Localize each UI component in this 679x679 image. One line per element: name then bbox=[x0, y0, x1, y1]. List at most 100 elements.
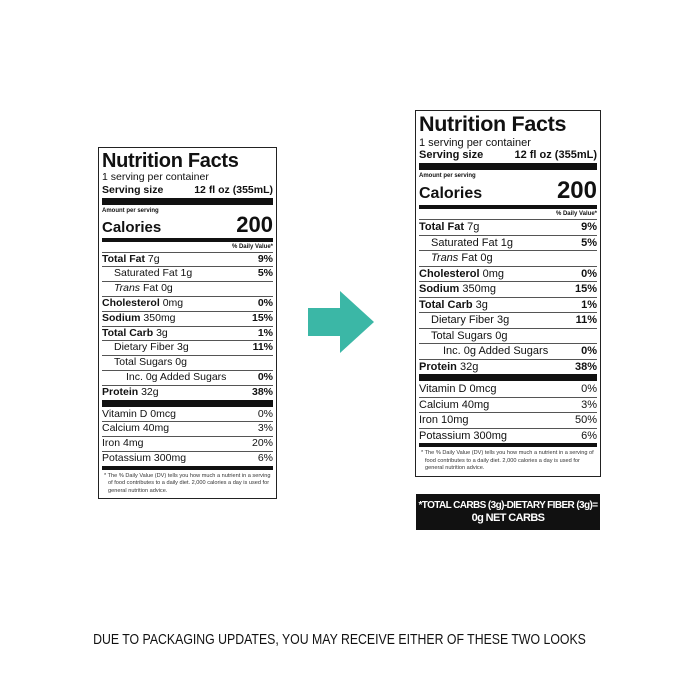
nutrient-name-group: Total Sugars 0g bbox=[431, 329, 507, 344]
nutrient-row: Total Carb 3g 1% bbox=[102, 325, 273, 341]
serving-size: Serving size 12 fl oz (355mL) bbox=[419, 149, 597, 162]
nutrient-name: Dietary Fiber bbox=[431, 314, 494, 327]
nutrient-row: Sodium 350mg 15% bbox=[419, 281, 597, 297]
nutrient-name: Dietary Fiber bbox=[114, 341, 175, 354]
nutrient-row: Protein 32g 38% bbox=[102, 384, 273, 400]
nutrient-name-group: Total Fat 7g bbox=[419, 220, 479, 235]
nutrient-list: Total Fat 7g 9% Saturated Fat 1g 5% Trans Fa… bbox=[102, 251, 273, 400]
nutrient-name-group: Total Carb 3g bbox=[419, 298, 488, 313]
nutrient-amount: 3g bbox=[156, 326, 168, 339]
calories-row: Calories 200 bbox=[419, 179, 597, 203]
nutrient-dv: 1% bbox=[257, 326, 273, 339]
vitamin-name: Vitamin D 0mcg bbox=[419, 383, 497, 396]
nutrient-amount: 0g bbox=[495, 329, 508, 342]
vitamin-name: Vitamin D 0mcg bbox=[102, 407, 176, 420]
serving-size-value: 12 fl oz (355mL) bbox=[194, 183, 273, 196]
nutrient-name: Protein bbox=[419, 360, 457, 373]
nutrient-row: Sodium 350mg 15% bbox=[102, 310, 273, 326]
nutrient-row: Saturated Fat 1g 5% bbox=[419, 234, 597, 251]
nutrient-dv: 0% bbox=[581, 267, 597, 280]
nutrient-amount: 0g bbox=[175, 356, 187, 369]
nutrient-dv: 5% bbox=[257, 267, 273, 280]
nutrient-name-group: Protein 32g bbox=[102, 386, 159, 400]
serving-size-label: Serving size bbox=[419, 148, 484, 161]
vitamin-name: Calcium 40mg bbox=[419, 398, 490, 411]
nutrient-row: Trans Fat 0g bbox=[102, 281, 273, 296]
caption-text: DUE TO PACKAGING UPDATES, YOU MAY RECEIV… bbox=[93, 631, 586, 648]
nutrient-name: Cholesterol bbox=[102, 297, 160, 309]
banner-line: 0g NET CARBS bbox=[471, 512, 545, 524]
nutrient-dv: 38% bbox=[251, 385, 273, 398]
label-title: Nutrition Facts bbox=[102, 150, 239, 172]
vitamin-dv: 3% bbox=[257, 422, 273, 435]
nutrient-amount: 350mg bbox=[462, 283, 497, 296]
nutrient-row: Total Fat 7g 9% bbox=[102, 253, 273, 267]
nutrient-dv: 11% bbox=[252, 341, 273, 354]
nutrient-name-group: Trans Fat 0g bbox=[114, 282, 173, 296]
nutrient-row: Total Fat 7g 9% bbox=[419, 220, 597, 235]
nutrient-amount: 7g bbox=[467, 221, 480, 234]
calories-label: Calories bbox=[102, 218, 162, 236]
nutrient-amount: 1g bbox=[500, 236, 513, 249]
nutrient-row: Inc. 0g Added Sugars 0% bbox=[102, 369, 273, 385]
nutrient-name-group: Saturated Fat 1g bbox=[114, 267, 192, 281]
nutrition-label: Nutrition Facts 1 serving per container Se… bbox=[98, 147, 277, 500]
vitamin-dv: 20% bbox=[251, 437, 273, 450]
nutrient-dv: 0% bbox=[581, 345, 597, 358]
nutrient-row: Dietary Fiber 3g 11% bbox=[102, 340, 273, 355]
nutrient-amount: Fat 0g bbox=[142, 282, 173, 295]
footnote: * The % Daily Value (DV) tells you how m… bbox=[104, 472, 271, 494]
nutrient-row: Saturated Fat 1g 5% bbox=[102, 266, 273, 281]
vitamin-list: Vitamin D 0mcg 0% Calcium 40mg 3% Iron 4mg 20… bbox=[102, 408, 273, 466]
nutrient-name-group: Saturated Fat 1g bbox=[431, 236, 513, 251]
nutrient-name-group: Dietary Fiber 3g bbox=[431, 313, 509, 328]
vitamin-name: Iron 10mg bbox=[419, 414, 469, 427]
nutrient-name: Total Fat bbox=[419, 221, 465, 234]
nutrient-dv: 15% bbox=[251, 311, 273, 324]
nutrient-row: Cholesterol 0mg 0% bbox=[419, 265, 597, 282]
nutrient-row: Total Carb 3g 1% bbox=[419, 296, 597, 313]
nutrient-name: Inc. 0g Added Sugars bbox=[443, 345, 549, 358]
nutrient-name-group: Dietary Fiber 3g bbox=[114, 341, 189, 355]
vitamin-dv: 6% bbox=[581, 429, 597, 442]
nutrient-name-group: Cholesterol 0mg bbox=[419, 267, 504, 282]
nutrient-amount: Fat 0g bbox=[461, 252, 493, 265]
amount-per-serving: Amount per serving bbox=[419, 173, 476, 180]
vitamin-list: Vitamin D 0mcg 0% Calcium 40mg 3% Iron 10mg 5… bbox=[419, 382, 597, 443]
nutrient-name: Total Sugars bbox=[114, 356, 173, 369]
nutrient-name-group: Trans Fat 0g bbox=[431, 251, 493, 266]
net-carbs-banner: *TOTAL CARBS (3g)-DIETARY FIBER (3g)= 0g… bbox=[416, 494, 600, 530]
nutrient-name: Total Carb bbox=[419, 298, 473, 311]
nutrient-amount: 0mg bbox=[162, 297, 184, 309]
calories-row: Calories 200 bbox=[102, 213, 273, 236]
nutrient-name: Trans bbox=[114, 282, 141, 295]
nutrient-name: Total Carb bbox=[102, 326, 154, 339]
vitamin-row: Potassium 300mg 6% bbox=[419, 427, 597, 444]
label-title: Nutrition Facts bbox=[419, 112, 567, 136]
medium-rule bbox=[419, 443, 597, 448]
nutrient-name-group: Sodium 350mg bbox=[419, 282, 496, 297]
vitamin-dv: 6% bbox=[257, 451, 273, 464]
nutrient-name: Saturated Fat bbox=[431, 236, 498, 249]
nutrient-dv: 11% bbox=[575, 314, 597, 327]
nutrient-name-group: Total Sugars 0g bbox=[114, 356, 187, 370]
nutrient-amount: 0mg bbox=[482, 267, 504, 280]
nutrient-name: Total Sugars bbox=[431, 329, 493, 342]
medium-rule bbox=[102, 465, 273, 470]
vitamin-dv: 3% bbox=[581, 398, 597, 411]
vitamin-row: Calcium 40mg 3% bbox=[419, 396, 597, 413]
nutrient-row: Dietary Fiber 3g 11% bbox=[419, 312, 597, 328]
nutrient-amount: 350mg bbox=[143, 311, 176, 324]
nutrient-name-group: Total Carb 3g bbox=[102, 327, 168, 341]
nutrient-amount: 1g bbox=[180, 267, 193, 280]
servings: 1 serving per container bbox=[102, 171, 209, 183]
amount-per-serving: Amount per serving bbox=[102, 207, 159, 214]
medium-rule bbox=[419, 205, 597, 210]
nutrient-amount: 3g bbox=[475, 298, 488, 311]
vitamin-dv: 0% bbox=[581, 383, 597, 396]
footnote: * The % Daily Value (DV) tells you how m… bbox=[421, 450, 594, 472]
nutrient-amount: 3g bbox=[497, 314, 510, 327]
nutrient-dv: 0% bbox=[257, 297, 273, 309]
nutrient-row: Inc. 0g Added Sugars 0% bbox=[419, 343, 597, 359]
calories-label: Calories bbox=[419, 185, 483, 203]
